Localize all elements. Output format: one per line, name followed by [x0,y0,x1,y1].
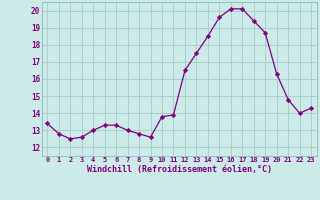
X-axis label: Windchill (Refroidissement éolien,°C): Windchill (Refroidissement éolien,°C) [87,165,272,174]
